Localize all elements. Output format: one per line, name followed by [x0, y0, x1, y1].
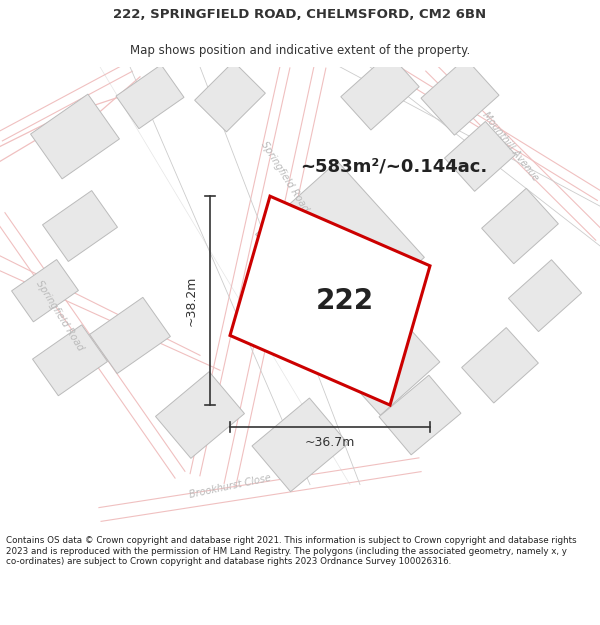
Text: ~38.2m: ~38.2m	[185, 276, 198, 326]
Polygon shape	[155, 372, 244, 458]
Polygon shape	[43, 191, 118, 261]
Polygon shape	[320, 296, 440, 415]
Text: 222, SPRINGFIELD ROAD, CHELMSFORD, CM2 6BN: 222, SPRINGFIELD ROAD, CHELMSFORD, CM2 6…	[113, 8, 487, 21]
Text: Contains OS data © Crown copyright and database right 2021. This information is : Contains OS data © Crown copyright and d…	[6, 536, 577, 566]
Text: Map shows position and indicative extent of the property.: Map shows position and indicative extent…	[130, 44, 470, 57]
Polygon shape	[31, 94, 119, 179]
Polygon shape	[482, 188, 559, 264]
Polygon shape	[341, 54, 419, 130]
Text: Springfield Road: Springfield Road	[259, 139, 311, 213]
Polygon shape	[379, 375, 461, 455]
Polygon shape	[116, 65, 184, 129]
Polygon shape	[230, 196, 430, 405]
Text: Mounthill Avenue: Mounthill Avenue	[480, 110, 540, 183]
Text: Brookhurst Close: Brookhurst Close	[188, 473, 272, 500]
Text: ~583m²/~0.144ac.: ~583m²/~0.144ac.	[300, 158, 487, 176]
Polygon shape	[508, 260, 581, 332]
Polygon shape	[421, 58, 499, 135]
Text: ~36.7m: ~36.7m	[305, 436, 355, 449]
Polygon shape	[445, 121, 515, 191]
Polygon shape	[461, 328, 538, 403]
Polygon shape	[89, 298, 170, 374]
Text: 222: 222	[316, 287, 374, 314]
Polygon shape	[194, 61, 265, 132]
Polygon shape	[11, 259, 79, 322]
Polygon shape	[252, 398, 348, 492]
Polygon shape	[256, 161, 424, 331]
Text: Springfield Road: Springfield Road	[34, 279, 86, 352]
Polygon shape	[32, 325, 107, 396]
